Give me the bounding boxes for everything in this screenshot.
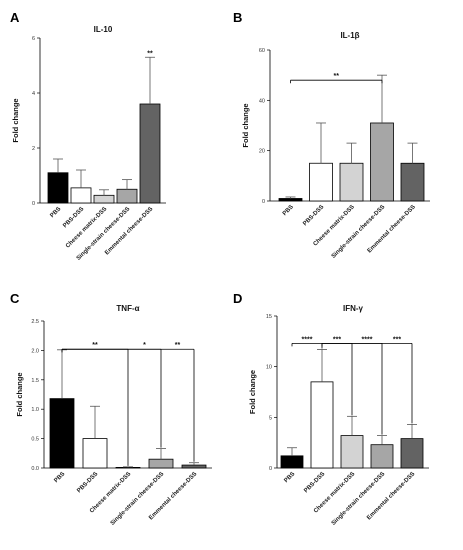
panel-letter: D xyxy=(233,291,242,306)
significance-label: ** xyxy=(334,73,340,80)
panel-title: IL-1β xyxy=(340,31,359,40)
significance-label: *** xyxy=(393,336,401,343)
y-axis-label: Fold change xyxy=(15,372,24,416)
category-label: PBS xyxy=(49,206,62,219)
y-axis-label: Fold change xyxy=(11,98,20,142)
significance-label: ** xyxy=(175,342,181,349)
bar xyxy=(116,188,138,204)
y-tick-label: 10 xyxy=(266,365,272,371)
panel-letter: B xyxy=(233,10,242,25)
bar xyxy=(309,162,333,202)
y-tick-label: 0 xyxy=(269,466,272,472)
y-tick-label: 15 xyxy=(266,314,272,320)
bar xyxy=(340,435,364,469)
category-label: PBS-DSS xyxy=(303,471,326,494)
bar xyxy=(82,438,108,469)
significance-label: ** xyxy=(147,50,153,57)
bar xyxy=(93,194,115,204)
y-tick-label: 2 xyxy=(32,146,35,152)
y-tick-label: 40 xyxy=(259,98,265,104)
bar xyxy=(47,172,69,204)
bar xyxy=(370,444,394,469)
bar xyxy=(400,162,425,202)
bar xyxy=(49,398,75,469)
bar xyxy=(310,381,334,469)
bar xyxy=(370,122,394,202)
bar xyxy=(181,464,207,469)
y-tick-label: 2.0 xyxy=(31,348,39,354)
panel-title: IL-10 xyxy=(94,25,113,34)
category-label: Single-strain cheese-DSS xyxy=(331,471,387,527)
y-axis-label: Fold change xyxy=(241,103,250,147)
chart-panel-c: C TNF-α Fold change 0.0 0.5 1.0 1.5 2.0 2.5 PBS PB… xyxy=(10,291,212,527)
y-tick-label: 0.5 xyxy=(31,437,39,443)
category-label: Single-strain cheese-DSS xyxy=(110,471,166,527)
y-tick-label: 0 xyxy=(32,201,35,207)
bar xyxy=(278,198,303,202)
y-tick-label: 1.0 xyxy=(31,407,39,413)
y-tick-label: 6 xyxy=(32,36,35,42)
category-label: PBS xyxy=(283,471,296,484)
y-tick-label: 5 xyxy=(269,415,272,421)
bar xyxy=(280,455,304,469)
significance-label: **** xyxy=(362,336,373,343)
category-label: PBS-DSS xyxy=(62,206,85,229)
bar xyxy=(115,466,141,469)
y-tick-label: 0.0 xyxy=(31,466,39,472)
y-tick-label: 60 xyxy=(259,48,265,54)
panel-letter: C xyxy=(10,291,20,306)
category-label: Emmental cheese-DSS xyxy=(104,206,154,256)
y-tick-label: 0 xyxy=(262,199,265,205)
significance-label: * xyxy=(143,342,146,349)
y-tick-label: 4 xyxy=(32,91,35,97)
y-axis-label: Fold change xyxy=(248,370,257,414)
bar xyxy=(400,438,424,469)
category-label: PBS-DSS xyxy=(302,204,325,227)
significance-label: *** xyxy=(333,336,341,343)
panel-title: TNF-α xyxy=(116,304,139,313)
panel-letter: A xyxy=(10,10,20,25)
category-label: Single-strain cheese-DSS xyxy=(331,204,387,260)
category-label: PBS-DSS xyxy=(76,471,99,494)
category-label: PBS xyxy=(53,471,66,484)
bar xyxy=(339,162,364,202)
y-tick-label: 20 xyxy=(259,149,265,155)
significance-label: **** xyxy=(302,336,313,343)
y-tick-label: 1.5 xyxy=(31,378,39,384)
bar xyxy=(70,187,92,204)
bar xyxy=(139,103,161,204)
category-label: Cheese matrix-DSS xyxy=(65,206,108,249)
y-tick-label: 2.5 xyxy=(31,319,39,325)
panel-title: IFN-γ xyxy=(343,304,364,313)
category-label: PBS xyxy=(282,204,295,217)
significance-label: ** xyxy=(92,342,98,349)
bar xyxy=(148,458,174,469)
